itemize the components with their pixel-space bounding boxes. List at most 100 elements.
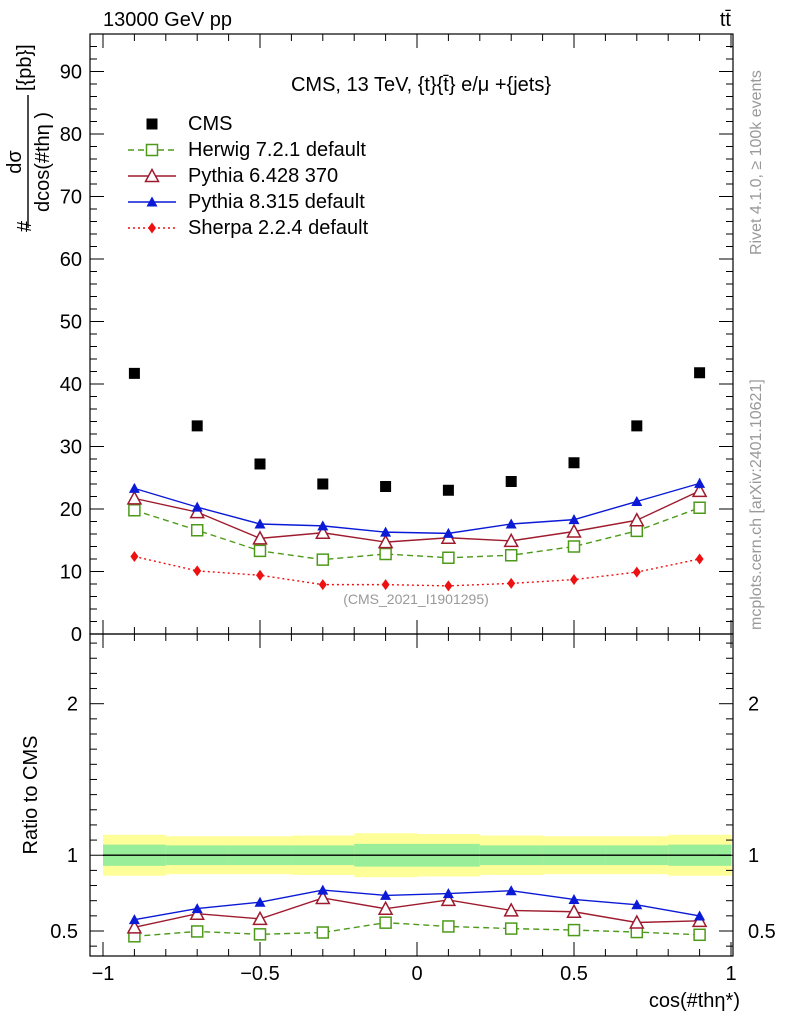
series-line-pythia-6-428-370: [134, 897, 700, 929]
data-point-herwig-7-2-1-default: [630, 524, 644, 538]
data-point-pythia-8-315-default: [505, 518, 517, 529]
x-tick-label: −1: [92, 963, 115, 985]
data-point-pythia-6-428-370: [252, 530, 268, 545]
y-tick-label: 70: [60, 187, 82, 209]
data-point-herwig-7-2-1-default: [379, 547, 392, 561]
data-point-pythia-6-428-370: [377, 900, 394, 915]
data-point-sherpa-2-2-4-default: [695, 553, 704, 565]
main-data-layer: [126, 367, 708, 592]
ratio-panel: 0.5 0.5 1 1 2 2 −1 −0.5 0 0.5 1 Ratio to CMS cos(…: [20, 633, 776, 1012]
data-point-herwig-7-2-1-default: [567, 923, 581, 937]
data-point-herwig-7-2-1-default: [693, 928, 706, 942]
x-tick-label: −0.5: [240, 963, 279, 985]
legend-marker-pythia-8-315-default: [146, 196, 158, 207]
y-tick-label: 30: [60, 437, 82, 459]
data-point-pythia-8-315-default: [442, 888, 454, 899]
ratio-x-ticks: −1 −0.5 0 0.5 1: [92, 634, 737, 985]
data-point-pythia-8-315-default: [568, 514, 580, 525]
data-point-pythia-8-315-default: [505, 885, 517, 896]
data-point-cms: [128, 367, 140, 379]
legend-marker-herwig-7-2-1-default: [145, 143, 159, 157]
data-point-pythia-6-428-370: [503, 902, 519, 917]
x-tick-label: 0: [411, 963, 422, 985]
x-axis-label: cos(#thη*): [649, 990, 740, 1012]
data-point-pythia-6-428-370: [691, 482, 708, 498]
data-point-herwig-7-2-1-default: [504, 549, 518, 562]
chart-title: CMS, 13 TeV, {t}{t̄} e/μ +{jets}: [291, 74, 551, 96]
data-point-herwig-7-2-1-default: [379, 916, 392, 929]
data-point-pythia-8-315-default: [191, 501, 203, 512]
data-point-pythia-8-315-default: [568, 893, 580, 904]
y-tick-label: 50: [60, 312, 82, 334]
legend-marker-cms: [146, 118, 158, 130]
data-point-herwig-7-2-1-default: [504, 922, 518, 935]
data-point-cms: [191, 420, 203, 432]
ratio-y-tick-label: 2: [67, 694, 78, 716]
data-point-herwig-7-2-1-default: [190, 524, 204, 537]
data-point-cms: [254, 458, 266, 470]
data-point-cms: [380, 481, 392, 492]
data-point-pythia-8-315-default: [380, 889, 392, 900]
data-point-pythia-6-428-370: [566, 903, 582, 919]
main-y-axis-label: # dσ dcos(#thη ) [{pb}]: [4, 44, 54, 232]
ratio-y-tick-label: 1: [67, 845, 78, 867]
data-point-herwig-7-2-1-default: [253, 928, 267, 941]
data-point-pythia-8-315-default: [631, 899, 643, 910]
data-point-pythia-8-315-default: [254, 896, 266, 907]
data-point-pythia-6-428-370: [629, 512, 645, 527]
data-point-cms: [568, 457, 580, 469]
legend-label-pythia-6-428-370: Pythia 6.428 370: [188, 165, 338, 187]
ratio-y-axis-label: Ratio to CMS: [20, 736, 42, 855]
data-point-pythia-8-315-default: [442, 527, 454, 538]
y-tick-label: 90: [60, 62, 82, 84]
data-point-sherpa-2-2-4-default: [193, 565, 202, 577]
legend-label-sherpa-2-2-4-default: Sherpa 2.2.4 default: [188, 217, 369, 239]
data-point-herwig-7-2-1-default: [253, 544, 267, 558]
main-y-ticks: 0 10 20 30 40 50 60 70 80 90: [60, 46, 733, 646]
series-line-herwig-7-2-1-default: [134, 921, 700, 937]
data-point-pythia-6-428-370: [126, 919, 143, 934]
main-panel: 0 10 20 30 40 50 60 70 80 90 CMS, 13 TeV, {t}{t̄}…: [4, 33, 734, 646]
data-point-sherpa-2-2-4-default: [507, 577, 516, 589]
main-x-ticks: [102, 34, 732, 634]
data-point-herwig-7-2-1-default: [442, 920, 455, 933]
data-point-pythia-6-428-370: [315, 889, 331, 905]
data-point-pythia-6-428-370: [126, 490, 143, 505]
y-tick-label: 60: [60, 249, 82, 271]
series-line-pythia-8-315-default: [134, 889, 700, 921]
data-point-pythia-8-315-default: [694, 910, 706, 921]
data-point-pythia-6-428-370: [377, 534, 394, 549]
ratio-y-tick-label-right: 1: [748, 845, 759, 867]
data-point-cms: [317, 478, 329, 490]
data-point-sherpa-2-2-4-default: [130, 551, 139, 562]
ratio-y-ticks: 0.5 0.5 1 1 2 2: [50, 642, 776, 947]
data-point-cms: [694, 367, 706, 379]
legend: CMS Herwig 7.2.1 default Pythia 6.428 370 P…: [128, 113, 369, 239]
data-point-sherpa-2-2-4-default: [256, 569, 264, 581]
data-point-sherpa-2-2-4-default: [570, 574, 578, 586]
data-point-pythia-8-315-default: [254, 518, 266, 529]
legend-label-herwig-7-2-1-default: Herwig 7.2.1 default: [188, 139, 366, 161]
series-line-pythia-8-315-default: [134, 482, 700, 535]
data-point-pythia-8-315-default: [631, 496, 643, 506]
series-line-sherpa-2-2-4-default: [134, 555, 700, 587]
y-label-numerator: dσ: [4, 150, 26, 174]
data-point-pythia-6-428-370: [503, 532, 519, 548]
data-point-pythia-6-428-370: [440, 891, 457, 907]
legend-marker-pythia-6-428-370: [144, 167, 160, 183]
data-point-cms: [505, 476, 517, 487]
data-point-sherpa-2-2-4-default: [444, 580, 453, 592]
data-point-cms: [442, 484, 454, 496]
data-point-sherpa-2-2-4-default: [318, 579, 327, 591]
data-point-pythia-6-428-370: [189, 905, 205, 920]
data-point-herwig-7-2-1-default: [316, 553, 330, 566]
data-point-herwig-7-2-1-default: [693, 501, 706, 514]
ratio-y-tick-label-right: 2: [748, 694, 759, 716]
data-point-pythia-8-315-default: [380, 526, 392, 537]
data-point-pythia-8-315-default: [317, 884, 329, 895]
data-point-herwig-7-2-1-default: [190, 925, 204, 938]
y-label-unit: [{pb}]: [14, 44, 36, 91]
mcplots-label: mcplots.cern.ch [arXiv:2401.10621]: [748, 379, 765, 630]
series-line-pythia-6-428-370: [134, 490, 700, 543]
